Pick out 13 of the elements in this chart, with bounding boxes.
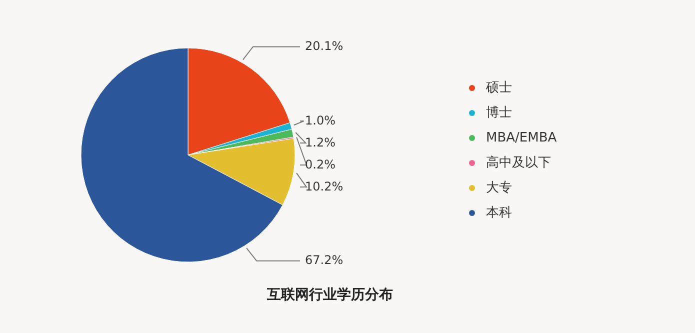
data-label: 67.2% (305, 253, 344, 268)
data-label: 1.0% (305, 113, 336, 128)
legend-label: MBA/EMBA (486, 130, 557, 146)
data-label: 10.2% (305, 179, 344, 194)
data-label: 0.2% (305, 157, 336, 172)
legend-label: 硕士 (485, 80, 512, 96)
data-label: 20.1% (305, 39, 344, 54)
data-label: 1.2% (305, 135, 336, 150)
legend-label: 本科 (486, 206, 512, 221)
legend-label: 博士 (486, 106, 512, 121)
text: 互联网行业学历分布 (266, 287, 393, 303)
legend-label: 高中及以下 (486, 154, 551, 171)
legend-label: 大专 (486, 180, 512, 196)
